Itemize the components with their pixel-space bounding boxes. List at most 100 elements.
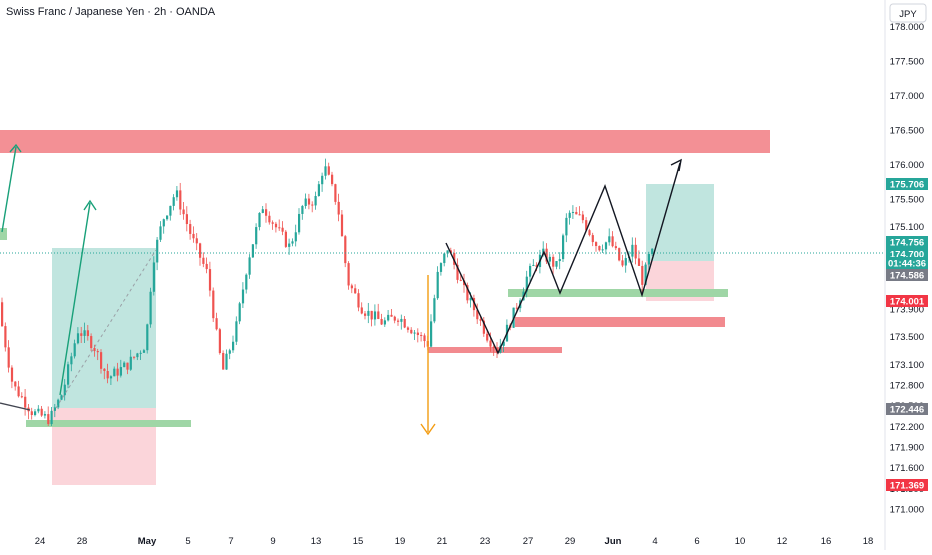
trend-line-left[interactable]: [0, 402, 31, 411]
candle-body: [611, 236, 614, 247]
candle-body: [472, 297, 476, 311]
zigzag-projection[interactable]: [445, 162, 681, 355]
time-tick-label: 12: [777, 536, 788, 547]
candle-body: [70, 356, 73, 365]
candle-body: [443, 253, 446, 264]
candle-body: [4, 326, 7, 348]
price-tick-label: 177.500: [890, 57, 924, 68]
time-axis[interactable]: 24 28 May 5 7 9 13 15 19 21 23 27 29 Jun 4 6 10 12 16 18: [35, 536, 874, 547]
price-tag-label: 174.700: [890, 250, 924, 261]
candle-body: [43, 414, 47, 416]
candle-body: [241, 289, 245, 304]
candle-body: [397, 320, 400, 322]
price-tick-label: 171.900: [890, 442, 924, 453]
candle-body: [208, 269, 212, 291]
currency-label: JPY: [899, 9, 917, 20]
candle-body: [562, 235, 565, 260]
candle-body: [383, 320, 386, 325]
arrow-up-left-green[interactable]: [1, 146, 17, 233]
price-tick-label: 173.100: [890, 360, 924, 371]
candle-body: [479, 319, 482, 321]
candle-body: [304, 198, 307, 207]
arrow-head-black[interactable]: [670, 158, 682, 172]
arrow-head-orange[interactable]: [420, 423, 436, 436]
candle-body: [578, 214, 581, 216]
supply-zone-upper[interactable]: [0, 130, 770, 153]
candle-body: [175, 190, 179, 198]
candle-body: [436, 271, 439, 299]
currency-badge[interactable]: [889, 3, 927, 23]
price-tag-bg: [886, 236, 928, 248]
candle-body: [307, 198, 311, 205]
candle-body: [47, 414, 50, 425]
time-tick-label: 19: [395, 536, 406, 547]
long-position-target-zone[interactable]: [52, 248, 156, 408]
candle-body: [552, 256, 555, 267]
candle-body: [637, 258, 641, 266]
candle-body: [598, 246, 601, 251]
candle-body: [278, 227, 281, 229]
candle-body: [618, 248, 621, 261]
candle-body: [255, 227, 258, 245]
candle-body: [449, 250, 452, 253]
candle-body: [423, 335, 426, 342]
candle-body: [268, 215, 271, 223]
price-tag-bg: [886, 178, 928, 190]
long-position-stop-zone[interactable]: [52, 408, 156, 485]
candle-body: [595, 242, 598, 247]
candle-body: [225, 353, 228, 370]
price-tick-label: 173.500: [890, 332, 924, 343]
time-tick-label: 16: [821, 536, 832, 547]
drawing-lines[interactable]: [0, 143, 682, 436]
demand-zone-low[interactable]: [26, 420, 191, 427]
candle-body: [459, 279, 462, 281]
drawing-zones[interactable]: [0, 130, 770, 485]
long-position-target-zone-2[interactable]: [646, 184, 714, 261]
candle-body: [17, 386, 20, 397]
candle-body: [588, 230, 591, 236]
candle-body: [271, 222, 274, 224]
price-tick-label: 171.000: [890, 505, 924, 516]
arrow-up-green[interactable]: [59, 202, 91, 396]
candle-body: [370, 310, 373, 320]
candle-body: [166, 215, 169, 220]
candle-body: [57, 399, 60, 408]
time-tick-label: 28: [77, 536, 88, 547]
zone-edge-marker[interactable]: [0, 228, 7, 240]
candle-body: [109, 376, 113, 379]
candle-body: [205, 263, 208, 270]
candle-body: [63, 384, 66, 396]
candle-body: [281, 227, 284, 232]
candle-body: [146, 324, 149, 351]
candle-body: [400, 318, 403, 322]
candle-body: [34, 411, 37, 416]
price-tick-label: 175.500: [890, 194, 924, 205]
candle-body: [119, 367, 122, 376]
candle-body: [301, 206, 304, 214]
candle-body: [614, 246, 617, 249]
candle-body: [123, 362, 126, 368]
supply-zone-mid[interactable]: [515, 317, 725, 327]
arrow-head-green[interactable]: [83, 199, 97, 211]
time-tick-label: May: [138, 536, 157, 547]
candle-body: [591, 235, 594, 243]
candle-body: [568, 212, 571, 218]
candle-body: [647, 254, 650, 265]
arrow-head-left-green[interactable]: [9, 143, 22, 153]
candle-body: [172, 197, 175, 206]
demand-zone-mid[interactable]: [508, 289, 728, 297]
candle-body: [212, 290, 215, 319]
candle-body: [265, 209, 268, 216]
candle-body: [456, 264, 459, 280]
supply-zone-small[interactable]: [428, 347, 562, 353]
candle-body: [284, 231, 287, 247]
candle-body: [67, 364, 70, 385]
candle-body: [113, 368, 116, 377]
candle-body: [116, 368, 119, 376]
candle-body: [10, 367, 14, 382]
candle-body: [311, 204, 314, 206]
candle-body: [215, 318, 218, 330]
candle-body: [337, 201, 340, 215]
